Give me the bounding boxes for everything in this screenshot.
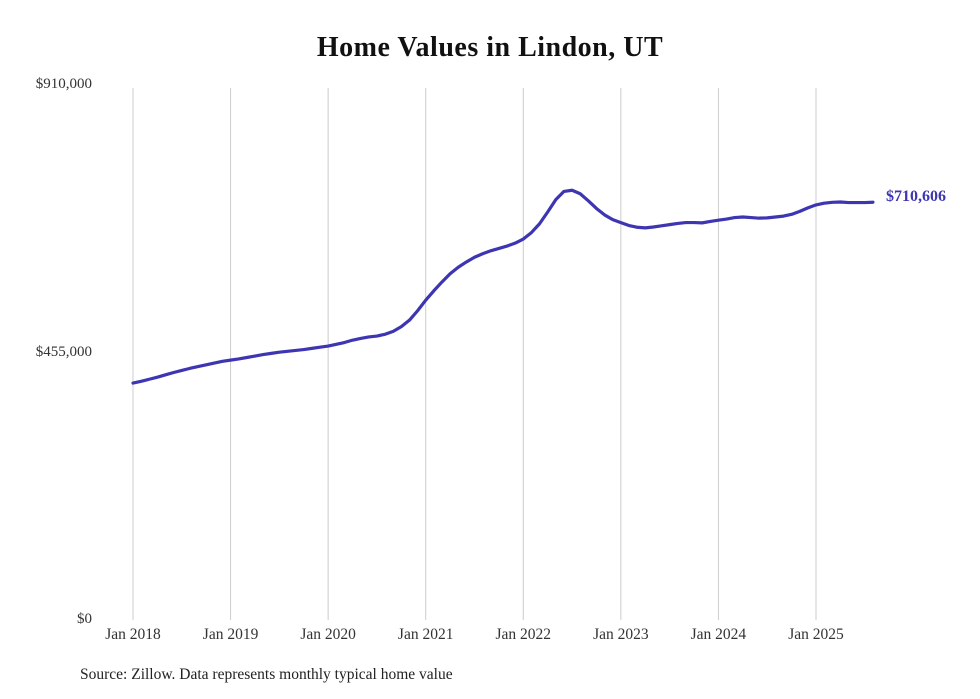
y-axis-label-0: $0 <box>77 611 92 627</box>
x-axis-label-jan-2025: Jan 2025 <box>788 626 844 643</box>
x-axis-label-jan-2019: Jan 2019 <box>202 626 259 643</box>
y-axis-label-455000: $455,000 <box>35 344 92 360</box>
x-axis-label-jan-2020: Jan 2020 <box>300 626 356 643</box>
y-axis-label-910000: $910,000 <box>35 76 92 92</box>
end-value-label: $710,606 <box>886 188 946 205</box>
x-axis-label-jan-2024: Jan 2024 <box>690 626 747 643</box>
x-axis-label-jan-2021: Jan 2021 <box>397 626 454 643</box>
x-axis-label-jan-2018: Jan 2018 <box>105 626 161 643</box>
x-axis-label-jan-2023: Jan 2023 <box>593 626 649 643</box>
source-note: Source: Zillow. Data represents monthly … <box>80 666 453 683</box>
home-value-line <box>131 188 875 385</box>
x-axis-label-jan-2022: Jan 2022 <box>495 626 552 643</box>
chart-title: Home Values in Lindon, UT <box>316 32 664 63</box>
